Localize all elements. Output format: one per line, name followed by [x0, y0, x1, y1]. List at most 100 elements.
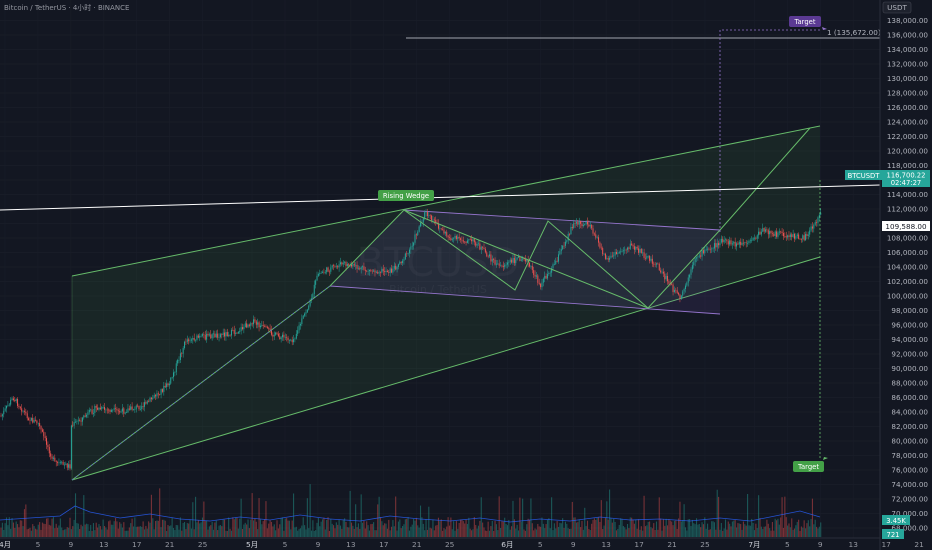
- channel-lower-line[interactable]: [71, 256, 821, 481]
- candle-body: [480, 247, 482, 250]
- volume-bar: [109, 520, 111, 537]
- candle-body: [573, 223, 575, 229]
- target-projection[interactable]: [719, 27, 828, 460]
- pattern-lines[interactable]: [71, 127, 811, 481]
- volume-bar: [310, 530, 313, 537]
- volume-bar: [465, 519, 467, 537]
- candle-body: [776, 231, 778, 237]
- volume-bar: [541, 517, 543, 537]
- candle-body: [81, 417, 83, 422]
- volume-bar: [701, 522, 703, 537]
- volume-bar: [112, 524, 114, 537]
- candle-body: [668, 281, 670, 284]
- indicator-badge[interactable]: 721: [882, 529, 904, 539]
- candle-body: [166, 383, 168, 388]
- target-top-label[interactable]: Target: [789, 16, 821, 27]
- volume-bar: [156, 520, 158, 537]
- candle-body: [747, 243, 749, 244]
- volume-bar: [795, 525, 797, 537]
- candle-body: [269, 328, 271, 331]
- candle-body: [592, 228, 594, 234]
- target-bottom-label[interactable]: Target: [793, 461, 824, 472]
- candle-body: [359, 268, 361, 270]
- candle-body: [691, 265, 693, 270]
- volume-bar: [585, 525, 587, 537]
- candle-body: [219, 334, 221, 338]
- candle-body: [548, 273, 550, 275]
- candle-body: [781, 231, 783, 234]
- rising-wedge-label[interactable]: Rising Wedge: [378, 190, 434, 201]
- time-axis[interactable]: 4月 5 9 13 17 21 25 5月 5 9 13 17 21 25 6月 5 9 13 17 21 25 7月 5 9…: [0, 537, 924, 549]
- candle-body: [690, 269, 692, 275]
- candle-body: [141, 406, 143, 410]
- volume-bar: [751, 518, 753, 537]
- volume-bar: [498, 496, 500, 537]
- candle-body: [410, 246, 412, 250]
- candle-body: [236, 332, 238, 334]
- price-axis[interactable]: USDT 138,000.00 136,000.00 134,000.00 132,0…: [879, 0, 932, 550]
- candle-body: [684, 285, 686, 289]
- symbol-header[interactable]: Bitcoin / TetherUS · 4小时 · BINANCE: [4, 3, 129, 12]
- candle-body: [689, 274, 691, 278]
- candle-body: [726, 239, 728, 242]
- candle-body: [295, 333, 297, 339]
- candle-body: [476, 244, 478, 246]
- volume-bar: [571, 501, 573, 537]
- volume-badge[interactable]: 3.45K: [882, 515, 910, 525]
- volume-bar: [276, 520, 278, 537]
- volume-bar: [10, 528, 12, 537]
- resistance-line[interactable]: [0, 184, 881, 211]
- level-price-badge[interactable]: 109,588.00: [882, 221, 930, 231]
- volume-bar: [545, 524, 547, 537]
- volume-bar: [385, 523, 387, 537]
- candle-body: [385, 270, 387, 272]
- currency-label: USDT: [887, 3, 907, 12]
- channel-upper-line[interactable]: [71, 125, 821, 277]
- price-ticks: 138,000.00 136,000.00 134,000.00 132,000.00…: [887, 16, 929, 533]
- volume-bar: [657, 529, 659, 537]
- candle-body: [603, 253, 605, 255]
- candle-body: [502, 265, 504, 267]
- descending-wedge[interactable]: [329, 209, 721, 315]
- volume-bar: [504, 517, 506, 537]
- volume-bar: [640, 526, 642, 537]
- volume-bar: [477, 525, 480, 537]
- zigzag-path[interactable]: [71, 127, 811, 481]
- volume-bar: [769, 528, 771, 537]
- price-tick-label: 120,000.00: [887, 147, 929, 156]
- level-135672-label: 1 (135,672.00): [827, 28, 881, 37]
- volume-bar: [718, 496, 720, 537]
- ascending-channel[interactable]: [71, 125, 821, 481]
- candle-body: [368, 269, 370, 272]
- volume-bar: [523, 529, 525, 537]
- volume-bar: [643, 495, 645, 537]
- candle-body: [443, 229, 445, 234]
- candle-body: [762, 228, 764, 232]
- candle-body: [230, 329, 232, 336]
- volume-bar: [610, 518, 612, 537]
- wedge-lower-line[interactable]: [329, 285, 721, 315]
- candle-body: [683, 288, 685, 292]
- wedge-diagonal[interactable]: [403, 209, 649, 309]
- time-tick-label: 9: [818, 540, 823, 549]
- candle-body: [705, 249, 707, 251]
- volume-bar: [436, 525, 438, 537]
- candle-body: [273, 334, 275, 337]
- currency-button[interactable]: [882, 1, 912, 14]
- candle-body: [370, 269, 372, 271]
- volume-bar: [440, 519, 442, 537]
- time-tick-label: 9: [571, 540, 576, 549]
- candle-body: [119, 411, 121, 413]
- candle-body: [778, 231, 780, 233]
- candle-body: [262, 324, 264, 326]
- wedge-upper-line[interactable]: [403, 209, 721, 231]
- candle-body: [229, 334, 231, 336]
- volume-bar: [95, 522, 97, 537]
- volume-bar: [720, 522, 722, 537]
- last-price-badge[interactable]: BTCUSDT 116,700.22 02:47:27: [845, 170, 930, 187]
- volume-bar: [393, 526, 395, 537]
- candle-body: [512, 258, 514, 263]
- candle-body: [562, 245, 564, 250]
- volume-bar: [309, 484, 311, 537]
